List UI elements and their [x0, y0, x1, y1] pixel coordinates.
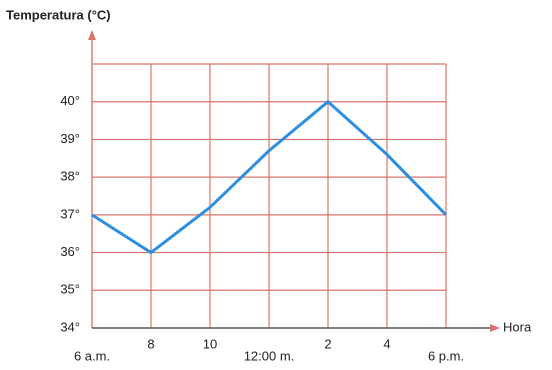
y-tick-label: 35° [60, 282, 80, 297]
y-tick-label: 38° [60, 169, 80, 184]
y-tick-label: 36° [60, 244, 80, 259]
y-tick-label: 39° [60, 131, 80, 146]
x-tick-label: 10 [203, 336, 217, 351]
x-axis-arrow [490, 324, 500, 332]
x-tick-label: 4 [383, 336, 390, 351]
x-axis-title: Hora [503, 319, 532, 334]
y-tick-label: 34° [60, 319, 80, 334]
x-tick-label: 2 [324, 336, 331, 351]
x-tick-label: 6 a.m. [74, 348, 110, 363]
y-tick-label: 40° [60, 93, 80, 108]
x-tick-label: 12:00 m. [244, 348, 295, 363]
x-tick-label: 8 [147, 336, 154, 351]
x-tick-label: 6 p.m. [428, 348, 464, 363]
y-axis-title: Temperatura (°C) [6, 7, 111, 22]
y-axis-arrow [88, 30, 96, 40]
temperature-line [91, 100, 448, 255]
y-tick-label: 37° [60, 206, 80, 221]
